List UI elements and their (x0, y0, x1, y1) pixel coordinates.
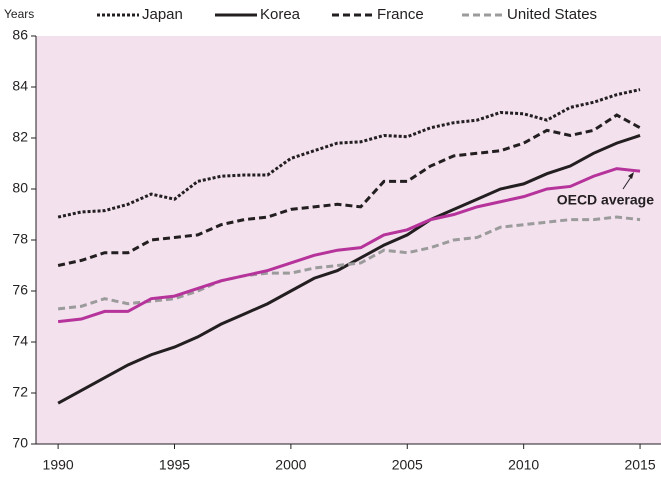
y-tick-label: 82 (12, 129, 28, 145)
y-tick-label: 76 (12, 282, 28, 298)
y-tick-label: 78 (12, 231, 28, 247)
y-tick-label: 84 (12, 78, 28, 94)
series-line (57, 88, 641, 219)
y-tick-label: 86 (12, 27, 28, 43)
x-tick-label: 2010 (508, 457, 539, 473)
x-tick-label: 2015 (624, 457, 655, 473)
y-axis-label: Years (4, 7, 34, 21)
plot-background (36, 36, 661, 444)
annotation: OECD average (557, 192, 654, 208)
legend-label: United States (507, 6, 597, 23)
x-tick-label: 2000 (275, 457, 306, 473)
x-tick-label: 1995 (159, 457, 190, 473)
series-line (57, 113, 641, 267)
legend-label: Korea (260, 6, 301, 23)
y-tick-label: 80 (12, 180, 28, 196)
y-tick-label: 70 (12, 435, 28, 451)
series-line (57, 215, 641, 311)
y-tick-label: 74 (12, 333, 28, 349)
x-tick-label: 2005 (392, 457, 423, 473)
x-tick-label: 1990 (43, 457, 74, 473)
legend-label: Japan (142, 6, 183, 23)
annotation-arrowhead (628, 172, 634, 179)
oecd-line (57, 167, 641, 324)
y-tick-label: 72 (12, 384, 28, 400)
legend-label: France (377, 6, 424, 23)
